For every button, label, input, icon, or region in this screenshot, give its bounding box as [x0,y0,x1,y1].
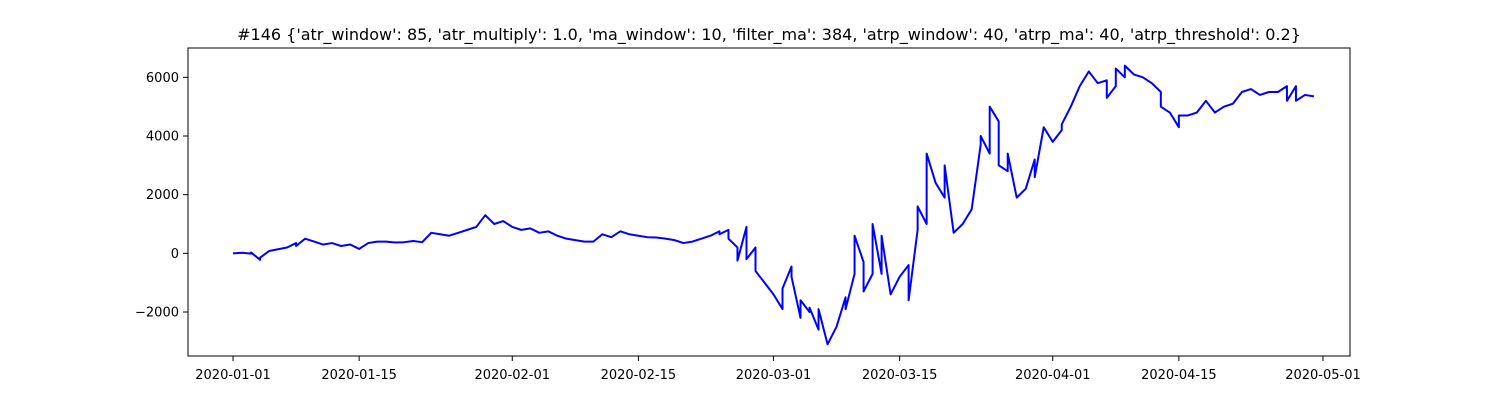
x-tick-label: 2020-04-01 [1015,368,1091,383]
x-tick-label: 2020-03-15 [862,368,938,383]
x-tick-label: 2020-02-15 [601,368,677,383]
y-tick-label: 0 [171,247,179,262]
x-axis: 2020-01-01 2020-01-15 2020-02-01 2020-02-15… [195,356,1361,383]
x-tick-label: 2020-05-01 [1285,368,1361,383]
y-tick-label: −2000 [135,306,179,321]
plot-area [232,64,1315,346]
x-tick-label: 2020-01-01 [195,368,271,383]
y-tick-label: 4000 [146,130,179,145]
x-tick-label: 2020-02-01 [474,368,550,383]
y-axis: −2000 0 2000 4000 6000 [135,71,188,321]
plot-frame [187,47,1351,357]
x-tick-label: 2020-03-01 [736,368,812,383]
series-line-0 [232,64,1315,346]
y-tick-label: 2000 [146,188,179,203]
y-tick-label: 6000 [146,71,179,86]
x-tick-label: 2020-01-15 [321,368,397,383]
x-tick-label: 2020-04-15 [1141,368,1217,383]
chart-title: #146 {'atr_window': 85, 'atr_multiply': … [237,25,1301,45]
